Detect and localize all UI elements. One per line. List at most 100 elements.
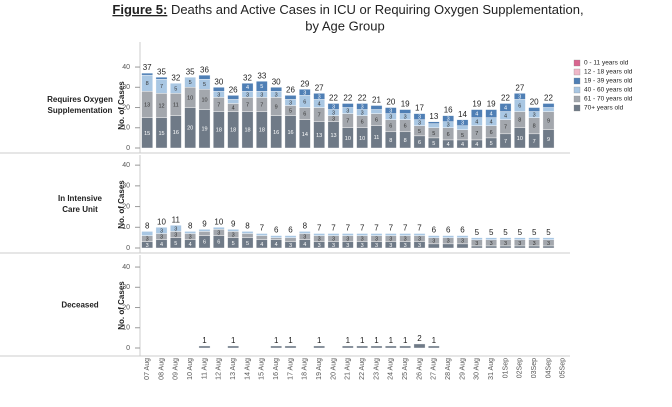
segment-label: 3: [461, 239, 464, 245]
y-axis-title: No. of Cases: [117, 180, 126, 229]
segment-label: 19: [201, 127, 207, 133]
total-label: 19: [401, 100, 410, 109]
y-tick-label: 10: [122, 125, 130, 132]
segment-label: 3: [389, 243, 392, 249]
segment-label: 3: [146, 237, 149, 243]
bar-segment: [141, 231, 153, 236]
segment-label: 4: [232, 105, 235, 111]
segment-label: 12: [158, 103, 164, 109]
segment-label: 6: [203, 240, 206, 246]
legend-swatch: [573, 86, 581, 94]
segment-label: 4: [160, 242, 163, 248]
total-label: 26: [229, 85, 238, 94]
segment-label: 3: [318, 94, 321, 100]
legend-swatch: [573, 95, 581, 103]
x-tick-label: 24 Aug: [388, 358, 395, 380]
total-label: 6: [460, 226, 465, 235]
total-label: 35: [157, 67, 166, 76]
segment-label: 4: [475, 120, 478, 126]
bar-segment: [385, 107, 397, 114]
bar-segment: [141, 72, 153, 76]
legend-swatch: [573, 77, 581, 85]
value-label: 1: [202, 336, 207, 345]
total-label: 21: [372, 96, 381, 105]
segment-label: 7: [475, 131, 478, 137]
bar-segment: [299, 89, 311, 96]
legend-label: 70+ years old: [584, 105, 624, 112]
bar-segment: [428, 123, 440, 128]
segment-label: 6: [518, 103, 521, 109]
segment-label: 4: [490, 112, 493, 118]
total-label: 30: [272, 77, 281, 86]
segment-label: 10: [359, 136, 365, 142]
segment-label: 6: [389, 124, 392, 130]
total-label: 22: [343, 94, 352, 103]
value-label: 1: [346, 336, 351, 345]
x-tick-label: 04Sep: [545, 358, 552, 378]
title-prefix: Figure 5:: [112, 2, 167, 17]
bar-segment: [198, 74, 211, 80]
bar-segment: [428, 235, 440, 238]
y-tick-label: 10: [122, 325, 130, 332]
segment-label: 3: [289, 100, 292, 106]
x-tick-label: 13 Aug: [230, 358, 237, 380]
segment-label: 6: [361, 120, 364, 126]
segment-label: 9: [547, 119, 550, 125]
bar-segment: [256, 81, 268, 92]
total-label: 6: [432, 226, 437, 235]
segment-label: 10: [345, 136, 351, 142]
bar-segment: [456, 235, 469, 238]
segment-label: 3: [475, 241, 478, 247]
bar-segment: [514, 237, 526, 240]
segment-label: 4: [189, 242, 192, 248]
x-tick-label: 11 Aug: [201, 358, 208, 379]
total-label: 13: [429, 112, 438, 121]
legend-label: 61 - 70 years old: [584, 96, 633, 103]
segment-label: 3: [346, 237, 349, 243]
x-tick-label: 22 Aug: [359, 358, 366, 380]
x-tick-label: 12 Aug: [216, 358, 223, 380]
legend-label: 0 - 11 years old: [584, 60, 629, 67]
total-label: 22: [358, 94, 367, 103]
x-tick-label: 05Sep: [560, 358, 567, 378]
bar-segment: [227, 99, 239, 104]
bar-segment: [370, 345, 383, 349]
bar-segment: [356, 103, 368, 110]
segment-label: 13: [330, 133, 336, 139]
segment-label: 3: [346, 109, 349, 115]
bar-segment: [413, 113, 426, 120]
segment-label: 3: [361, 237, 364, 243]
segment-label: 5: [203, 82, 206, 88]
bar-segment: [399, 109, 411, 114]
segment-label: 3: [504, 241, 507, 247]
segment-label: 10: [201, 97, 207, 103]
total-label: 7: [260, 224, 265, 233]
segment-label: 10: [517, 136, 523, 142]
bar-segment: [170, 225, 182, 232]
segment-label: 18: [230, 128, 236, 134]
total-label: 22: [544, 94, 553, 103]
bar-segment: [270, 87, 282, 92]
x-tick-label: 26 Aug: [416, 358, 423, 380]
segment-label: 5: [260, 84, 263, 90]
bar-segment: [370, 105, 383, 110]
chart-title: Figure 5: Deaths and Active Cases in ICU…: [112, 2, 583, 17]
total-label: 8: [303, 222, 308, 231]
x-tick-label: 23 Aug: [373, 358, 380, 380]
bar-segment: [327, 103, 340, 110]
segment-label: 16: [173, 130, 179, 136]
legend-swatch: [573, 59, 581, 67]
segment-label: 3: [533, 113, 536, 119]
segment-label: 5: [461, 133, 464, 139]
total-label: 5: [546, 228, 551, 237]
segment-label: 3: [232, 232, 235, 238]
total-label: 7: [403, 224, 408, 233]
total-label: 8: [188, 222, 193, 231]
segment-label: 3: [303, 235, 306, 241]
total-label: 30: [214, 77, 223, 86]
bar-segment: [313, 345, 325, 349]
bar-segment: [413, 343, 426, 349]
bar-segment: [528, 107, 540, 112]
segment-label: 3: [447, 117, 450, 123]
segment-label: 18: [244, 128, 250, 134]
